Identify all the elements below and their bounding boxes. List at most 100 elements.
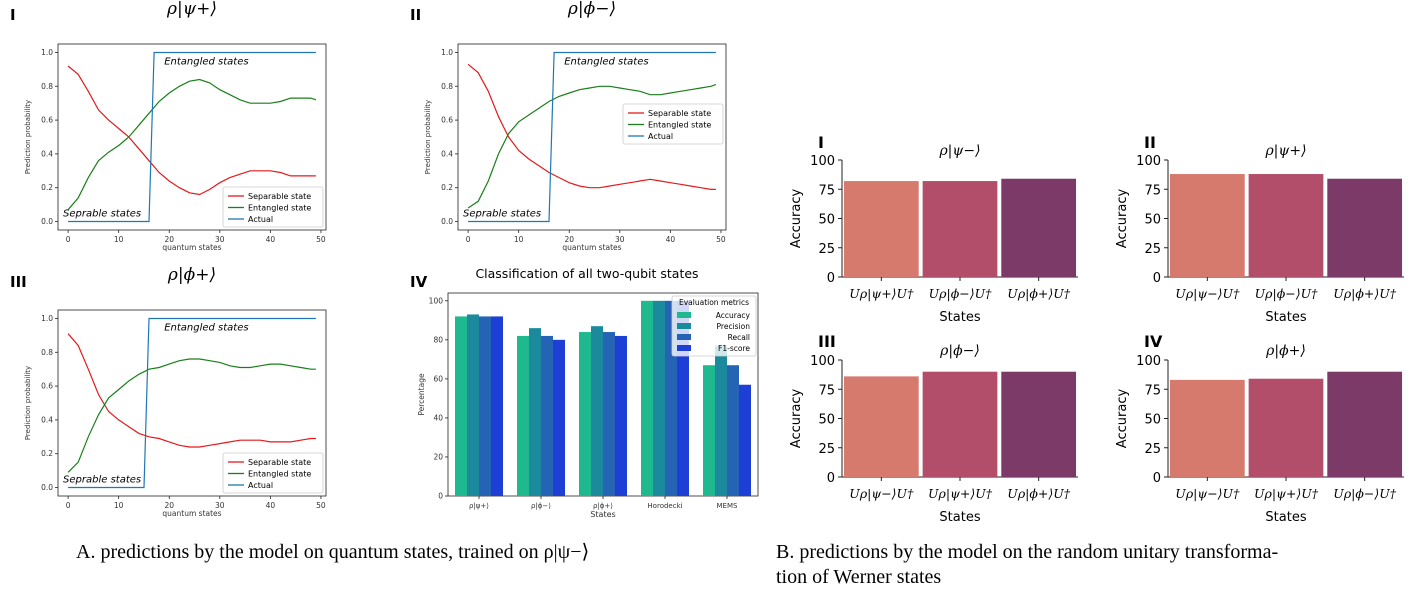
legend-entry: Accuracy: [716, 311, 751, 320]
panel-roman-label: IV: [410, 273, 428, 291]
x-axis-label: States: [939, 510, 980, 525]
y-tick-label: 100: [1136, 354, 1161, 369]
bar: [455, 316, 467, 496]
bar: [1248, 378, 1324, 477]
y-axis-label: Accuracy: [1115, 389, 1130, 449]
x-tick-label: 30: [615, 235, 625, 244]
y-tick-label: 100: [1136, 154, 1161, 169]
bar: [843, 181, 919, 277]
bar: [603, 332, 615, 496]
panel-roman-label: III: [818, 332, 836, 351]
series-line-3: [468, 51, 716, 223]
y-tick-label: 25: [818, 242, 835, 257]
y-tick-label: 0.6: [41, 116, 53, 125]
x-tick-label: 20: [164, 501, 174, 510]
y-axis-label: Accuracy: [789, 389, 804, 449]
y-tick-label: 80: [433, 335, 443, 344]
y-tick-label: 0.2: [441, 183, 453, 192]
series-line-2: [67, 78, 317, 211]
grouped-bar-chart: IV Classification of all two-qubit states…: [410, 266, 759, 519]
y-tick-label: 0.0: [441, 217, 453, 226]
x-tick-label: Uρ|ψ+⟩U†: [849, 286, 914, 301]
y-tick-label: 40: [433, 413, 443, 422]
x-tick-label: Uρ|ϕ−⟩U†: [1255, 286, 1319, 301]
y-tick-label: 0.6: [441, 116, 453, 125]
legend-swatch: [677, 323, 691, 329]
x-tick-label: Horodecki: [647, 502, 682, 510]
series-line-1: [67, 65, 316, 196]
plot-frame: [57, 43, 327, 231]
bar: [517, 335, 529, 496]
y-tick-label: 75: [818, 183, 835, 198]
caption-b-line-2: tion of Werner states: [776, 566, 942, 588]
plot-frame: [457, 43, 727, 231]
accuracy-bar-chart-4: IV ρ|ϕ+⟩ 0 25 50 75 100 Uρ|ψ−⟩U† Uρ|ψ+⟩U† Uρ|ϕ−⟩U…: [1115, 332, 1404, 525]
plot-frame: [57, 309, 327, 497]
x-tick-label: ρ|ψ+⟩: [469, 502, 489, 510]
legend-box: [622, 103, 724, 145]
y-axis-label: Prediction probability: [24, 100, 32, 174]
y-tick-label: 60: [433, 374, 443, 383]
y-tick-label: 0.2: [41, 449, 53, 458]
x-tick-label: 50: [316, 235, 326, 244]
x-tick-label: Uρ|ϕ+⟩U†: [1007, 486, 1071, 501]
annotation-separable: Seprable states: [63, 208, 141, 219]
bar: [1169, 379, 1245, 477]
annotation-entangled: Entangled states: [164, 322, 248, 333]
legend-entry: Separable state: [248, 192, 311, 201]
x-tick-label: MEMS: [717, 502, 739, 510]
bar: [553, 339, 565, 496]
x-tick-label: Uρ|ϕ+⟩U†: [1007, 286, 1071, 301]
panel-roman-label: IV: [1144, 332, 1163, 351]
y-axis-label: Prediction probability: [424, 100, 432, 174]
legend-swatch: [677, 312, 691, 318]
chart-title: ρ|ϕ+⟩: [167, 265, 216, 285]
y-tick-label: 20: [433, 452, 443, 461]
y-tick-label: 50: [1144, 213, 1161, 228]
y-tick-label: 0.4: [441, 149, 453, 158]
legend-entry: Entangled state: [248, 204, 311, 213]
y-tick-label: 75: [1144, 383, 1161, 398]
legend-box: [222, 186, 324, 228]
x-tick-label: Uρ|ψ−⟩U†: [1175, 486, 1240, 501]
y-tick-label: 100: [810, 154, 835, 169]
x-tick-label: Uρ|ϕ−⟩U†: [929, 286, 993, 301]
y-tick-label: 75: [1144, 183, 1161, 198]
y-tick-label: 25: [818, 442, 835, 457]
legend-entry: Entangled state: [648, 121, 711, 130]
bar: [615, 335, 627, 496]
y-tick-label: 0.4: [41, 149, 53, 158]
y-tick-label: 0: [1153, 271, 1161, 286]
caption-a: A. predictions by the model on quantum s…: [76, 541, 590, 563]
bar: [922, 181, 998, 277]
bar: [491, 316, 503, 496]
legend-entry: Separable state: [248, 458, 311, 467]
panel-roman-label: II: [1144, 133, 1156, 152]
bar: [1248, 174, 1324, 277]
y-tick-label: 50: [818, 213, 835, 228]
chart-title: Classification of all two-qubit states: [475, 266, 698, 281]
bar: [641, 300, 653, 496]
series-line-1: [67, 333, 316, 448]
panel-roman-label: II: [410, 6, 421, 24]
y-tick-label: 0: [438, 492, 443, 501]
legend-entry: Actual: [248, 215, 273, 224]
bar: [703, 365, 715, 496]
x-tick-label: 0: [66, 501, 71, 510]
bar: [1327, 371, 1403, 477]
y-tick-label: 50: [818, 413, 835, 428]
legend-swatch: [677, 334, 691, 340]
bar: [1001, 371, 1077, 477]
legend-box: [671, 295, 757, 357]
legend-entry: Actual: [648, 132, 673, 141]
x-axis-label: quantum states: [162, 509, 221, 518]
series-line-3: [68, 51, 316, 223]
x-axis-label: States: [590, 510, 615, 519]
x-tick-label: 40: [266, 501, 276, 510]
bar: [1327, 178, 1403, 277]
chart-title: ρ|ϕ−⟩: [939, 343, 980, 359]
y-tick-label: 0.0: [41, 483, 53, 492]
y-axis-label: Prediction probability: [24, 366, 32, 440]
